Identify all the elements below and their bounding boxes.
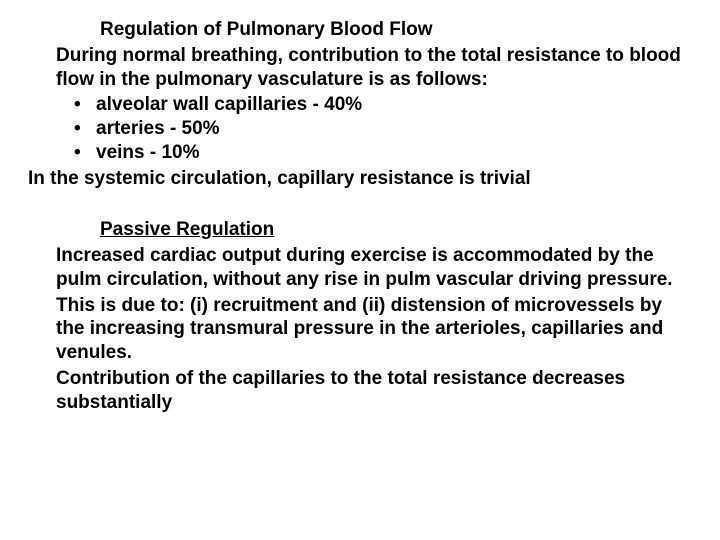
section2-para2: This is due to: (i) recruitment and (ii)… — [28, 294, 692, 365]
section2-subtitle: Passive Regulation — [28, 218, 692, 242]
section1-intro: During normal breathing, contribution to… — [28, 44, 692, 92]
section1-title: Regulation of Pulmonary Blood Flow — [28, 18, 692, 42]
section1-bullets: alveolar wall capillaries - 40% arteries… — [28, 93, 692, 164]
bullet-item: arteries - 50% — [74, 117, 692, 141]
section2-para1: Increased cardiac output during exercise… — [28, 244, 692, 292]
bullet-item: alveolar wall capillaries - 40% — [74, 93, 692, 117]
bullet-item: veins - 10% — [74, 141, 692, 165]
slide: Regulation of Pulmonary Blood Flow Durin… — [0, 0, 720, 540]
section1-outro: In the systemic circulation, capillary r… — [28, 167, 692, 191]
section2-para3: Contribution of the capillaries to the t… — [28, 367, 692, 415]
section2: Passive Regulation Increased cardiac out… — [28, 218, 692, 414]
